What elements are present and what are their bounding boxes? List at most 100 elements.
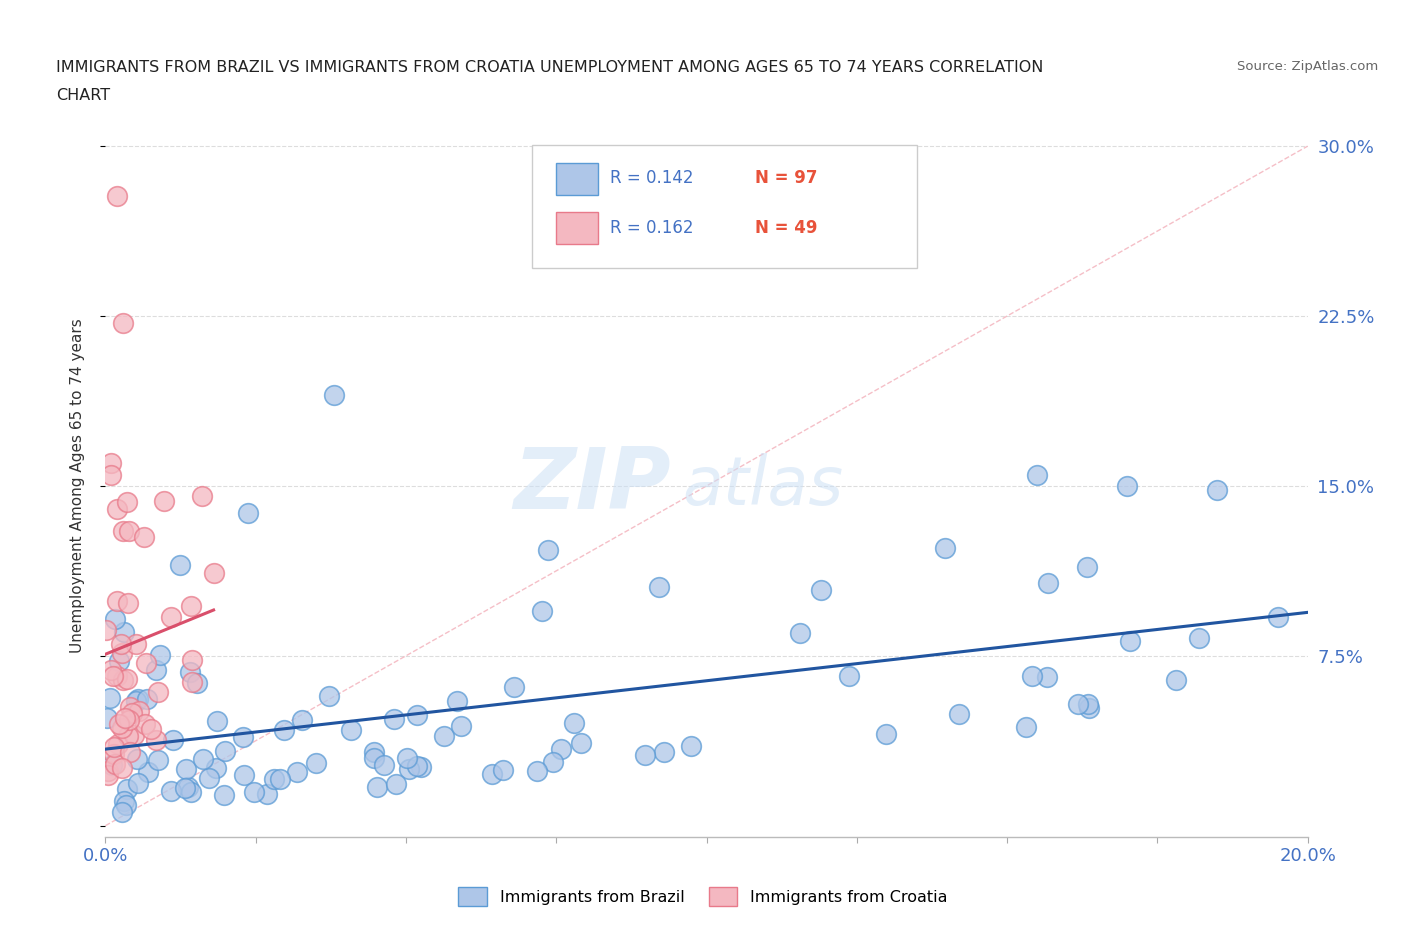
Point	[1188, 631, 1211, 645]
Point	[550, 742, 572, 757]
Point	[111, 804, 134, 819]
Point	[363, 745, 385, 760]
Point	[273, 722, 295, 737]
Point	[132, 529, 155, 544]
Point	[202, 565, 225, 580]
Point	[127, 776, 149, 790]
Point	[934, 540, 956, 555]
Point	[269, 772, 291, 787]
Point	[679, 738, 702, 753]
Point	[180, 598, 202, 613]
Point	[318, 688, 340, 703]
Point	[145, 733, 167, 748]
Point	[112, 625, 135, 640]
Point	[112, 524, 135, 538]
Point	[212, 788, 235, 803]
Point	[148, 684, 170, 699]
Point	[115, 495, 138, 510]
Point	[96, 711, 118, 726]
Point	[481, 767, 503, 782]
Point	[176, 762, 198, 777]
Point	[104, 612, 127, 627]
Text: N = 97: N = 97	[755, 169, 817, 187]
Point	[948, 706, 970, 721]
FancyBboxPatch shape	[533, 145, 917, 268]
Point	[127, 692, 149, 707]
Point	[1077, 697, 1099, 711]
Point	[100, 456, 122, 471]
Point	[107, 737, 129, 751]
Point	[1076, 560, 1098, 575]
Point	[562, 715, 585, 730]
Point	[110, 636, 132, 651]
Point	[121, 705, 143, 720]
Point	[382, 711, 405, 726]
Point	[191, 752, 214, 767]
Point	[108, 716, 131, 731]
Y-axis label: Unemployment Among Ages 65 to 74 years: Unemployment Among Ages 65 to 74 years	[70, 319, 84, 653]
Point	[285, 764, 308, 779]
Point	[233, 768, 256, 783]
Point	[108, 654, 131, 669]
Point	[141, 722, 163, 737]
Legend: Immigrants from Brazil, Immigrants from Croatia: Immigrants from Brazil, Immigrants from …	[451, 881, 955, 912]
Point	[111, 721, 134, 736]
Point	[111, 672, 134, 687]
Point	[1026, 467, 1049, 482]
Point	[205, 761, 228, 776]
Point	[1116, 479, 1139, 494]
Point	[100, 758, 122, 773]
Point	[118, 745, 141, 760]
Point	[115, 671, 138, 686]
Point	[875, 726, 897, 741]
Point	[105, 593, 128, 608]
Point	[406, 759, 429, 774]
Point	[340, 723, 363, 737]
Point	[145, 663, 167, 678]
Point	[115, 781, 138, 796]
Point	[122, 727, 145, 742]
Point	[146, 752, 169, 767]
Point	[118, 712, 141, 727]
Point	[120, 700, 142, 715]
FancyBboxPatch shape	[557, 163, 599, 194]
Point	[101, 669, 124, 684]
Point	[128, 704, 150, 719]
Point	[1077, 700, 1099, 715]
Point	[366, 779, 388, 794]
Point	[104, 756, 127, 771]
Point	[153, 493, 176, 508]
Point	[98, 691, 121, 706]
Point	[186, 676, 208, 691]
Point	[433, 728, 456, 743]
Point	[107, 189, 129, 204]
Point	[97, 764, 120, 778]
Point	[395, 751, 418, 765]
Point	[181, 675, 204, 690]
Point	[373, 758, 395, 773]
Point	[214, 743, 236, 758]
Point	[526, 764, 548, 778]
Point	[205, 714, 228, 729]
Text: N = 49: N = 49	[755, 219, 817, 236]
Point	[96, 623, 118, 638]
Point	[179, 665, 201, 680]
Point	[322, 388, 344, 403]
Point	[398, 762, 420, 777]
Point	[647, 579, 669, 594]
Point	[162, 733, 184, 748]
Point	[191, 488, 214, 503]
Point	[543, 754, 565, 769]
Text: IMMIGRANTS FROM BRAZIL VS IMMIGRANTS FROM CROATIA UNEMPLOYMENT AMONG AGES 65 TO : IMMIGRANTS FROM BRAZIL VS IMMIGRANTS FRO…	[56, 60, 1043, 75]
Point	[149, 648, 172, 663]
Point	[103, 740, 125, 755]
Point	[569, 736, 592, 751]
Point	[105, 669, 128, 684]
Point	[450, 718, 472, 733]
Point	[384, 777, 406, 792]
Point	[406, 707, 429, 722]
Point	[160, 610, 183, 625]
Text: ZIP: ZIP	[513, 445, 671, 527]
Point	[1267, 610, 1289, 625]
Point	[169, 557, 191, 572]
